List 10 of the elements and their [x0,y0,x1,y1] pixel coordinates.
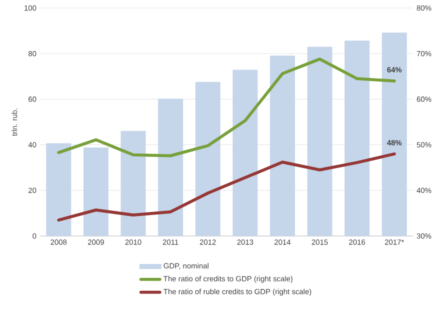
bar [83,148,108,236]
bar [344,40,370,236]
bar [270,56,295,236]
bar [307,46,332,236]
bar [120,130,146,236]
bar [382,32,407,236]
bar [46,143,72,236]
bar [158,98,184,236]
bar [195,82,220,236]
bar [232,70,258,236]
